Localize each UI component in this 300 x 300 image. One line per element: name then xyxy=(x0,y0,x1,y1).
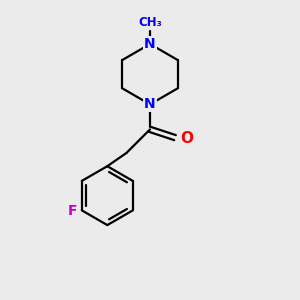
Text: O: O xyxy=(180,131,193,146)
Text: CH₃: CH₃ xyxy=(138,16,162,29)
Text: N: N xyxy=(144,37,156,51)
Text: F: F xyxy=(68,204,77,218)
Text: N: N xyxy=(144,98,156,111)
